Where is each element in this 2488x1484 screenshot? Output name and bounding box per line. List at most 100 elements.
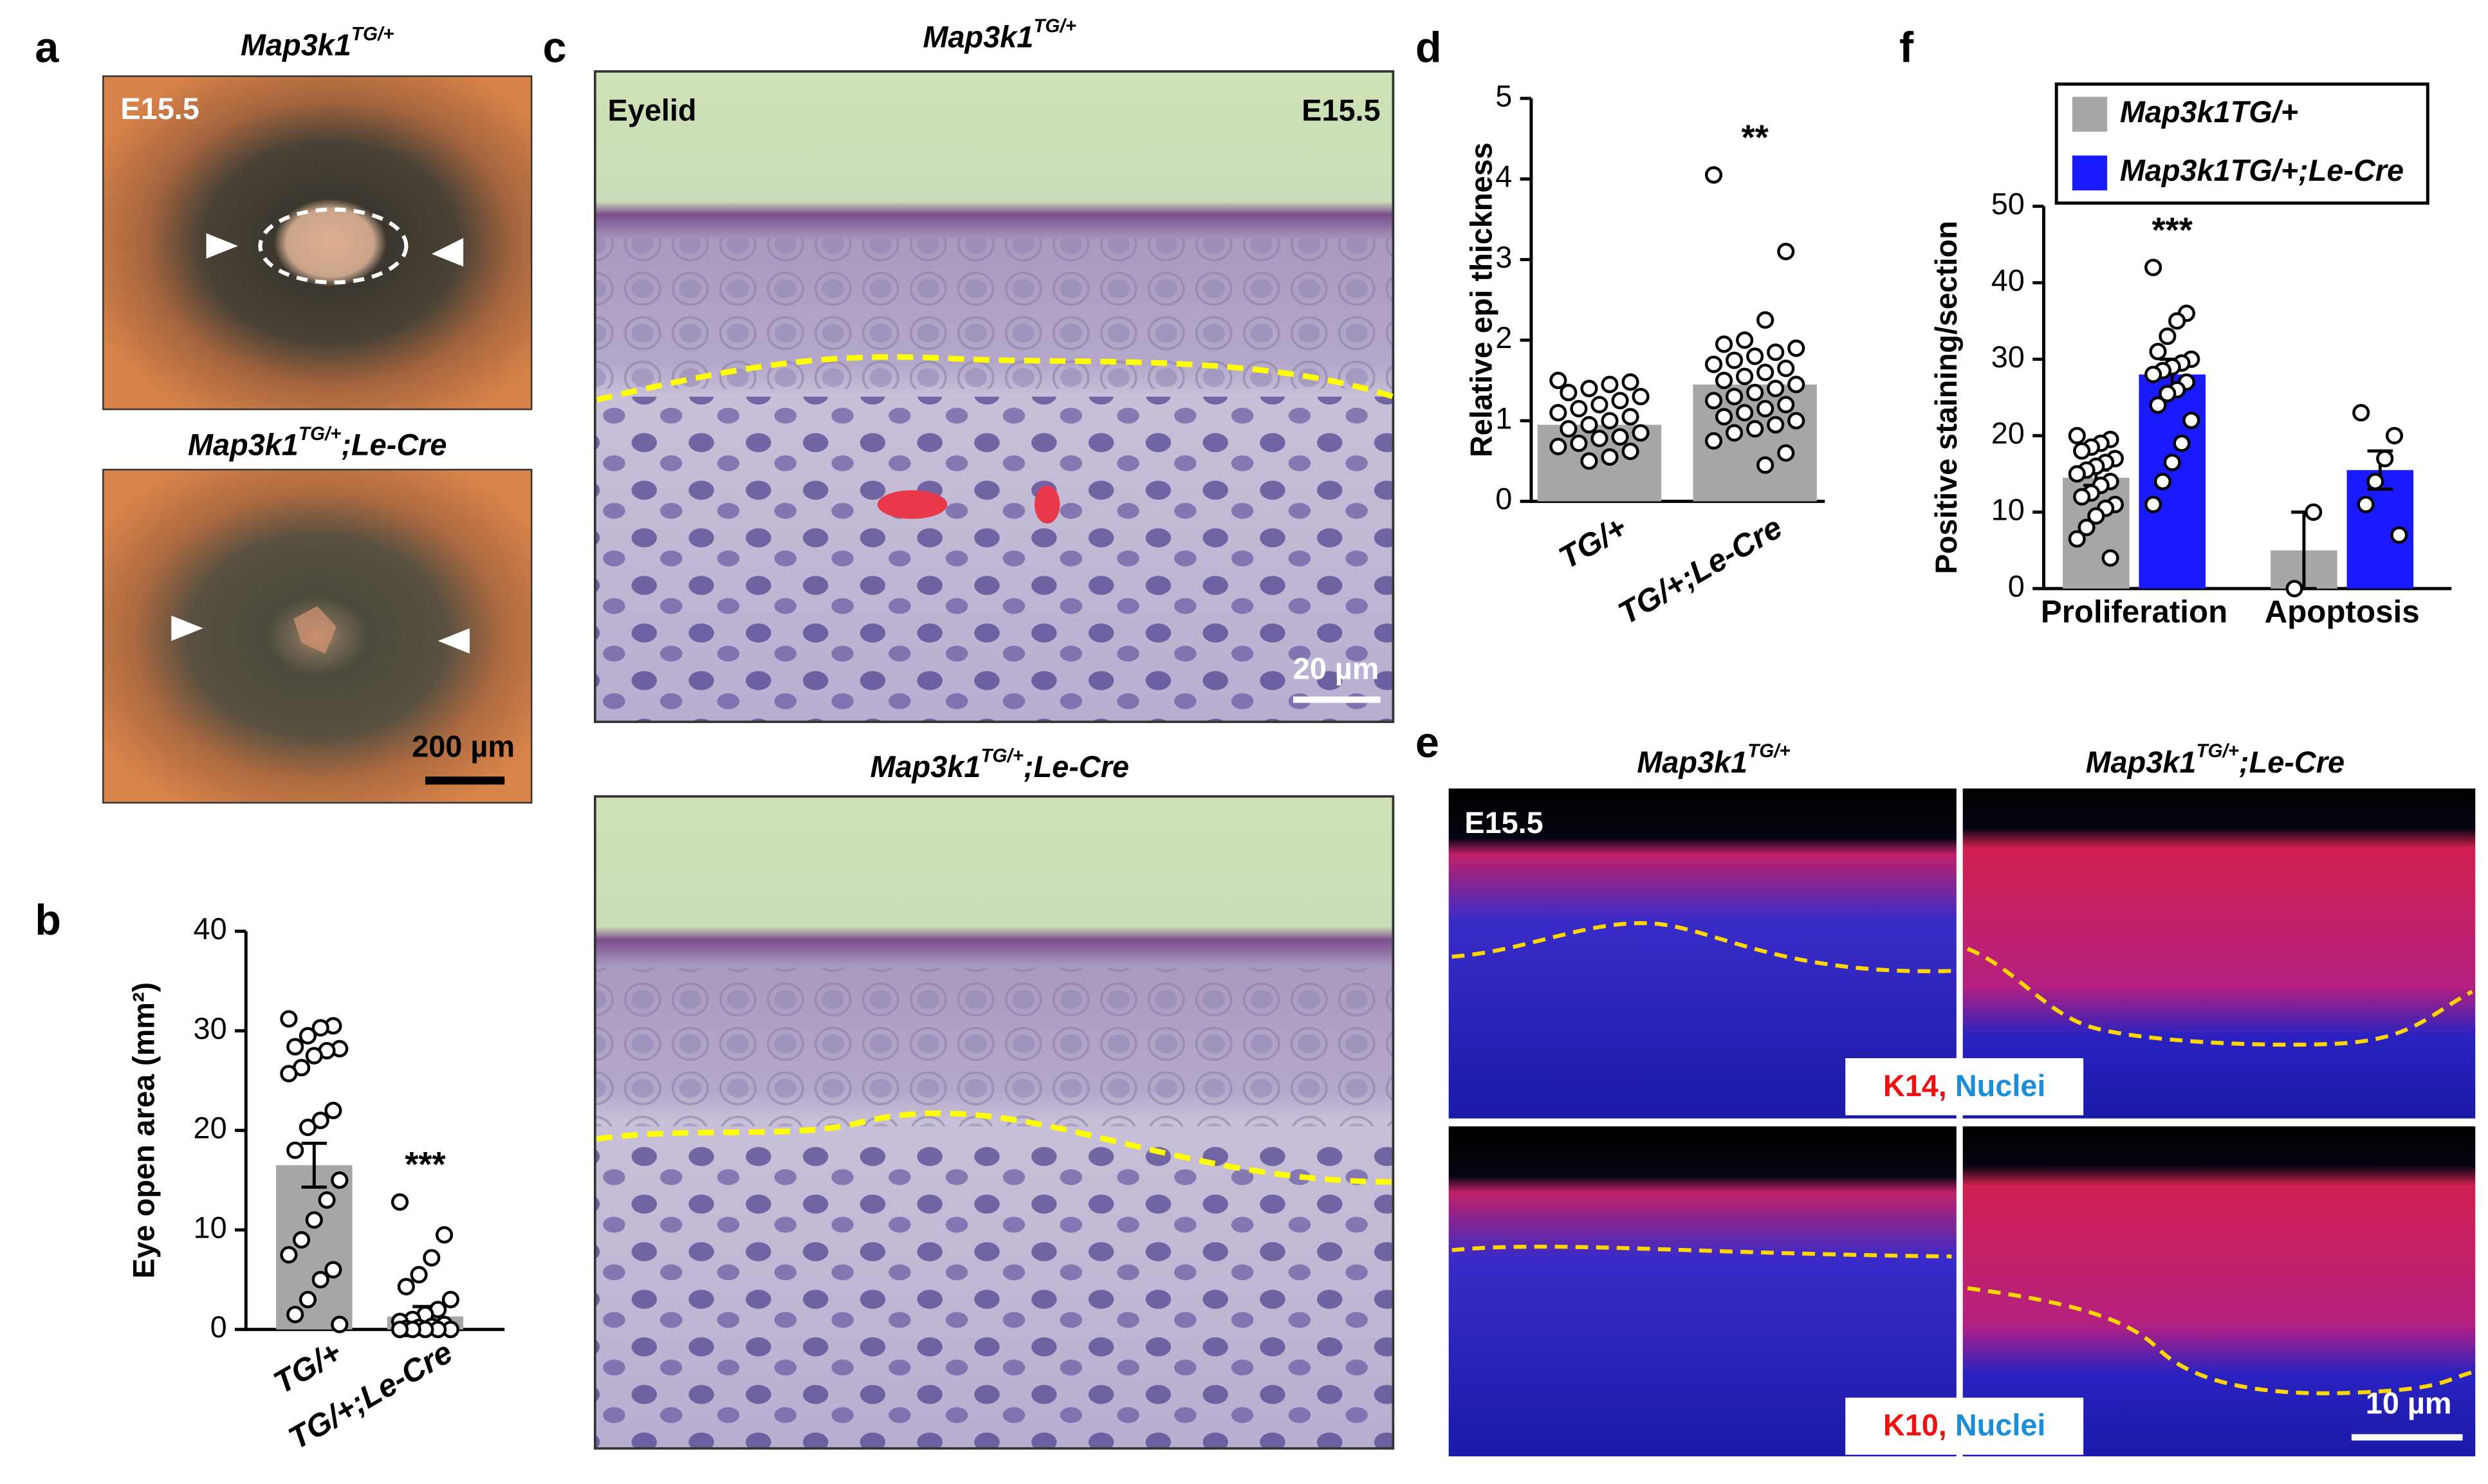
y-axis-label: Relative epi thickness: [1464, 142, 1498, 457]
data-point: [318, 1191, 336, 1209]
data-point: [2159, 327, 2177, 345]
panel-label: f: [1899, 24, 1914, 72]
data-point: [1570, 399, 1588, 417]
data-point: [1549, 437, 1567, 455]
legend-box: [2054, 82, 2429, 205]
data-point: [305, 1047, 323, 1065]
data-point: [286, 1141, 304, 1159]
data-point: [1715, 371, 1733, 390]
data-point: [1756, 399, 1774, 417]
panel-label: c: [542, 24, 566, 72]
legend-label: Map3k1TG/+: [2120, 95, 2298, 129]
data-point: [1621, 408, 1639, 426]
data-point: [1590, 430, 1608, 448]
data-point: [1580, 452, 1598, 470]
epithelium: [594, 237, 1394, 389]
genotype-label: Map3k1TG/+: [923, 15, 1076, 54]
significance: ***: [405, 1146, 446, 1184]
data-point: [2159, 385, 2177, 403]
data-point: [2168, 312, 2186, 330]
data-point: [1767, 416, 1785, 434]
data-point: [2068, 465, 2086, 483]
x-tick-label: TG/+: [268, 1334, 347, 1400]
data-point: [1746, 383, 1764, 401]
eye-outline: [258, 207, 409, 285]
y-tick-label: 20: [1991, 417, 2025, 450]
legend-label: Map3k1TG/+;Le-Cre: [2120, 154, 2404, 187]
blood-cell: [877, 490, 948, 519]
scale-bar-label: 200 µm: [412, 729, 515, 763]
data-point: [1725, 387, 1744, 406]
data-point: [1787, 339, 1805, 357]
data-point: [2376, 450, 2394, 468]
data-point: [1549, 371, 1567, 390]
stain-box: [1845, 1058, 2084, 1115]
data-point: [2149, 342, 2167, 361]
y-tick-label: 2: [1495, 321, 1512, 354]
data-point: [391, 1321, 409, 1339]
data-point: [2390, 526, 2408, 544]
y-tick-label: 30: [194, 1012, 227, 1045]
data-point: [2285, 580, 2303, 598]
data-point: [305, 1211, 323, 1229]
data-point: [2357, 495, 2375, 513]
epithelium: [594, 967, 1394, 1127]
data-point: [299, 1027, 317, 1045]
region-label: Eyelid: [608, 94, 697, 127]
genotype-label: Map3k1TG/+: [1637, 740, 1790, 779]
significance: ***: [2152, 211, 2193, 250]
y-tick-label: 10: [1991, 493, 2025, 527]
data-point: [397, 1278, 415, 1296]
data-point: [1580, 416, 1598, 434]
data-point: [435, 1226, 454, 1244]
y-tick-label: 5: [1495, 79, 1512, 113]
bar: [2139, 374, 2206, 589]
genotype-label: Map3k1TG/+;Le-Cre: [870, 745, 1129, 783]
eye-photo: [102, 75, 533, 410]
panel-label: d: [1415, 24, 1442, 72]
y-tick-label: 40: [1991, 264, 2025, 297]
data-point: [311, 1019, 329, 1037]
basement-line: [1451, 921, 1952, 973]
panel-label: a: [35, 24, 59, 72]
data-point: [1704, 166, 1723, 184]
data-point: [410, 1266, 428, 1284]
eye-opening: [293, 606, 336, 654]
data-point: [2153, 473, 2171, 491]
data-point: [331, 1171, 349, 1189]
data-point: [2087, 507, 2105, 525]
legend-swatch: [2072, 155, 2108, 191]
data-point: [293, 1231, 311, 1249]
basement-line: [596, 1110, 1394, 1185]
data-point: [280, 1010, 298, 1028]
data-point: [2163, 453, 2181, 472]
data-point: [1611, 428, 1629, 446]
frame: [593, 795, 1395, 1450]
data-point: [2182, 411, 2200, 430]
data-point: [1715, 408, 1733, 426]
y-tick-label: 0: [210, 1310, 227, 1344]
data-point: [423, 1249, 441, 1267]
data-point: [2305, 503, 2323, 521]
data-point: [1704, 432, 1723, 450]
data-point: [1580, 380, 1598, 398]
error-bar: [301, 1141, 327, 1189]
data-point: [286, 1305, 304, 1324]
stage-label: E15.5: [1464, 806, 1543, 839]
data-point: [1746, 347, 1764, 365]
data-point: [1777, 396, 1795, 414]
data-point: [1725, 424, 1744, 442]
data-point: [1787, 376, 1805, 394]
data-point: [1570, 434, 1588, 452]
data-point: [2101, 549, 2119, 567]
data-point: [1549, 404, 1567, 422]
data-point: [1704, 392, 1723, 410]
stage-label: E15.5: [1302, 94, 1380, 127]
panel-label: b: [35, 897, 61, 944]
data-point: [2068, 426, 2086, 444]
frame: [593, 70, 1395, 724]
basement-line: [1967, 1286, 2473, 1396]
data-point: [1621, 443, 1639, 461]
significance: **: [1741, 118, 1769, 157]
x-tick-label: TG/+;Le-Cre: [1612, 509, 1788, 631]
